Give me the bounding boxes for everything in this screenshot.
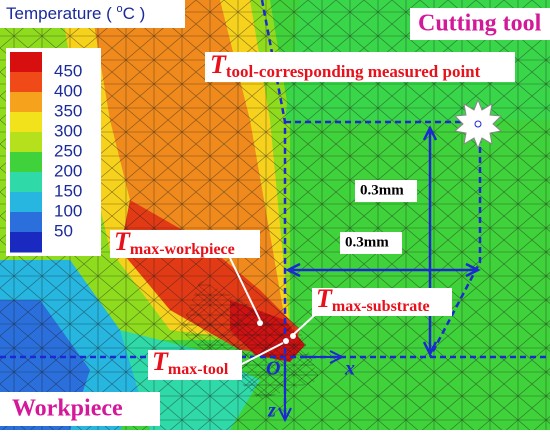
subscript: tool-corresponding measured point (226, 62, 481, 81)
origin-label: O (266, 358, 280, 380)
color-swatch (10, 92, 42, 113)
measured-label: Ttool-corresponding measured point (210, 50, 481, 81)
legend-tick-label: 450 (54, 61, 82, 80)
tool-label: Cutting tool (418, 11, 542, 37)
z-axis-label: z (267, 400, 276, 422)
point-tool (283, 338, 289, 344)
legend-title-sup: o (117, 3, 123, 15)
legend-tick-label: 300 (54, 121, 82, 140)
measured-point (474, 120, 482, 128)
subscript: max-workpiece (130, 241, 235, 258)
dim-bg (355, 180, 417, 202)
legend-tick-label: 400 (54, 81, 82, 100)
subscript: max-tool (168, 361, 229, 378)
workpiece-label: Workpiece (12, 396, 123, 422)
dimension-vertical: 0.3mm (360, 182, 404, 198)
measured-label-bg (205, 52, 515, 82)
symbol: T (210, 50, 227, 79)
color-swatch (10, 172, 42, 193)
dimension-horizontal: 0.3mm (345, 234, 389, 250)
legend-tick-label: 200 (54, 161, 82, 180)
workpiece-label-bg (0, 392, 160, 426)
tool-max-label: Tmax-tool (152, 347, 229, 378)
legend-tick-label: 50 (54, 221, 73, 240)
legend-title: Temperature ( oC ) (6, 3, 145, 24)
subscript: max-substrate (332, 298, 430, 315)
legend-tick-label: 100 (54, 201, 82, 220)
color-swatch (10, 192, 42, 213)
color-swatch (10, 152, 42, 173)
guides (0, 0, 550, 423)
legend-tick-label: 350 (54, 101, 82, 120)
substrate-max-label: Tmax-substrate (316, 284, 430, 315)
color-swatch (10, 132, 42, 153)
substrate-max-bg (312, 288, 452, 316)
color-swatch (10, 232, 42, 253)
legend-title-bg (0, 0, 185, 28)
symbol: T (114, 227, 131, 256)
legend-title-text: Temperature ( (6, 4, 117, 23)
point-workpiece (257, 320, 263, 326)
color-swatch (10, 112, 42, 133)
legend-tick-label: 150 (54, 181, 82, 200)
x-axis-label: x (344, 358, 355, 380)
color-swatch (10, 52, 42, 73)
symbol: T (316, 284, 333, 313)
legend-tick-label: 250 (54, 141, 82, 160)
color-swatch (10, 212, 42, 233)
symbol: T (152, 347, 169, 376)
color-legend: Temperature ( oC ) 450400350300250200150… (0, 0, 185, 256)
workpiece-max-label: Tmax-workpiece (114, 227, 235, 258)
tool-max-bg (148, 350, 242, 380)
legend-title-unit: C ) (123, 4, 146, 23)
workpiece-max-bg (110, 230, 260, 258)
color-swatch (10, 72, 42, 93)
dim-bg (340, 232, 402, 254)
tool-label-bg (410, 8, 550, 40)
